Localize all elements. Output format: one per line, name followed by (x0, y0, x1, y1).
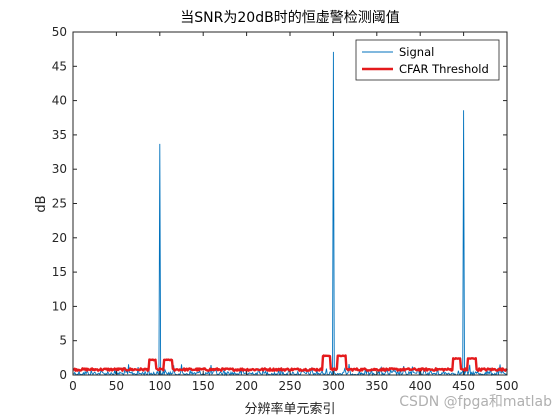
x-tick-label: 450 (452, 379, 475, 393)
y-tick-label: 5 (59, 334, 67, 348)
y-axis-label: dB (34, 195, 49, 212)
x-axis-label: 分辨率单元索引 (244, 401, 335, 417)
y-tick-label: 25 (52, 197, 67, 211)
x-tick-label: 350 (365, 379, 388, 393)
y-tick-label: 20 (52, 231, 67, 245)
x-tick-label: 200 (235, 379, 258, 393)
y-tick-label: 50 (52, 25, 67, 39)
y-tick-label: 40 (52, 94, 67, 108)
x-tick-label: 250 (279, 379, 302, 393)
watermark: CSDN @fpga和matlab (399, 394, 552, 410)
chart-title: 当SNR为20dB时的恒虚警检测阈值 (180, 10, 399, 26)
cfar-threshold-line (72, 354, 508, 372)
y-tick-label: 0 (59, 368, 67, 382)
x-tick-label: 150 (192, 379, 215, 393)
cfar-threshold-series (72, 354, 508, 372)
y-tick-label: 45 (52, 59, 67, 73)
y-tick-label: 15 (52, 265, 67, 279)
y-tick-label: 35 (52, 128, 67, 142)
y-tick-label: 30 (52, 162, 67, 176)
plot-area (73, 32, 507, 375)
y-axis-ticks: 0 5 10 15 20 25 30 35 40 45 50 (52, 25, 507, 382)
legend-box (355, 39, 500, 81)
x-tick-label: 100 (148, 379, 171, 393)
x-tick-label: 400 (409, 379, 432, 393)
legend: Signal CFAR Threshold (355, 39, 500, 81)
legend-signal-label: Signal (399, 45, 434, 59)
x-tick-label: 500 (496, 379, 519, 393)
x-tick-label: 50 (109, 379, 124, 393)
axes-background (73, 32, 507, 375)
legend-threshold-label: CFAR Threshold (399, 62, 489, 76)
x-tick-label: 300 (322, 379, 345, 393)
y-tick-label: 10 (52, 299, 67, 313)
x-tick-label: 0 (69, 379, 77, 393)
x-axis-ticks: 0 50 100 150 200 250 300 350 400 450 500 (69, 32, 518, 393)
